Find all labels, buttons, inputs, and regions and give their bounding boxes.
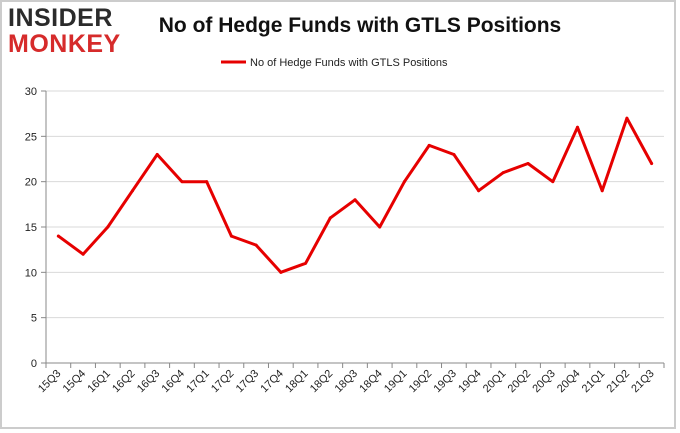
y-tick-label-5: 5	[31, 313, 37, 325]
data-point-20Q4	[575, 125, 579, 129]
series-layer	[56, 116, 654, 274]
x-axis-ticks: 15Q315Q416Q116Q216Q316Q417Q117Q217Q317Q4…	[36, 363, 665, 396]
data-point-20Q3	[551, 180, 555, 184]
x-tick-label-18Q1: 18Q1	[283, 368, 311, 396]
x-tick-label-19Q2: 19Q2	[407, 368, 435, 396]
x-tick-label-21Q1: 21Q1	[580, 368, 608, 396]
data-point-19Q1	[402, 180, 406, 184]
data-point-18Q2	[328, 216, 332, 220]
data-point-17Q2	[229, 234, 233, 238]
x-tick-label-19Q4: 19Q4	[456, 368, 484, 396]
data-point-21Q3	[650, 162, 654, 166]
x-tick-label-17Q2: 17Q2	[209, 368, 237, 396]
y-tick-label-30: 30	[25, 86, 37, 98]
x-tick-label-17Q3: 17Q3	[234, 368, 262, 396]
x-tick-label-18Q4: 18Q4	[357, 368, 385, 396]
y-tick-label-10: 10	[25, 267, 37, 279]
data-point-19Q3	[452, 152, 456, 156]
y-axis-ticks: 0 5 10 15 20 25 30	[25, 86, 46, 370]
data-point-18Q1	[304, 261, 308, 265]
data-point-19Q2	[427, 143, 431, 147]
x-tick-label-16Q2: 16Q2	[110, 368, 138, 396]
y-tick-label-25: 25	[25, 131, 37, 143]
data-point-15Q3	[56, 234, 60, 238]
insider-monkey-logo: INSIDER MONKEY	[8, 6, 132, 60]
x-tick-label-18Q3: 18Q3	[333, 368, 361, 396]
x-tick-label-20Q3: 20Q3	[530, 368, 558, 396]
x-tick-label-17Q1: 17Q1	[184, 368, 212, 396]
x-tick-label-17Q4: 17Q4	[258, 368, 286, 396]
data-point-16Q1	[106, 225, 110, 229]
data-point-15Q4	[81, 252, 85, 256]
data-point-21Q2	[625, 116, 629, 120]
y-tick-label-20: 20	[25, 177, 37, 189]
y-tick-label-15: 15	[25, 222, 37, 234]
x-tick-label-15Q4: 15Q4	[61, 368, 89, 396]
x-tick-label-18Q2: 18Q2	[308, 368, 336, 396]
grid-lines	[46, 90, 664, 319]
x-tick-label-16Q1: 16Q1	[85, 368, 113, 396]
legend: No of Hedge Funds with GTLS Positions	[221, 57, 448, 69]
data-point-16Q2	[131, 189, 135, 193]
series-line-0	[56, 116, 654, 274]
data-point-16Q4	[180, 180, 184, 184]
x-tick-label-15Q3: 15Q3	[36, 368, 64, 396]
logo-bottom-text: MONKEY	[8, 30, 121, 58]
data-point-17Q4	[279, 270, 283, 274]
data-point-21Q1	[600, 189, 604, 193]
data-point-17Q3	[254, 243, 258, 247]
x-tick-label-21Q3: 21Q3	[629, 368, 657, 396]
x-tick-label-21Q2: 21Q2	[605, 368, 633, 396]
y-tick-label-0: 0	[31, 358, 37, 370]
chart-title: No of Hedge Funds with GTLS Positions	[158, 14, 562, 37]
data-point-17Q1	[205, 180, 209, 184]
data-point-20Q1	[501, 171, 505, 175]
data-point-18Q3	[353, 198, 357, 202]
x-tick-label-16Q3: 16Q3	[135, 368, 163, 396]
x-tick-label-19Q1: 19Q1	[382, 368, 410, 396]
legend-label: No of Hedge Funds with GTLS Positions	[250, 57, 448, 69]
data-point-20Q2	[526, 162, 530, 166]
data-point-16Q3	[155, 152, 159, 156]
x-tick-label-20Q1: 20Q1	[481, 368, 509, 396]
data-point-18Q4	[378, 225, 382, 229]
data-point-19Q4	[477, 189, 481, 193]
logo-top-text: INSIDER	[8, 4, 113, 32]
x-tick-label-20Q2: 20Q2	[506, 368, 534, 396]
x-tick-label-20Q4: 20Q4	[555, 368, 583, 396]
x-tick-label-19Q3: 19Q3	[431, 368, 459, 396]
x-tick-label-16Q4: 16Q4	[160, 368, 188, 396]
